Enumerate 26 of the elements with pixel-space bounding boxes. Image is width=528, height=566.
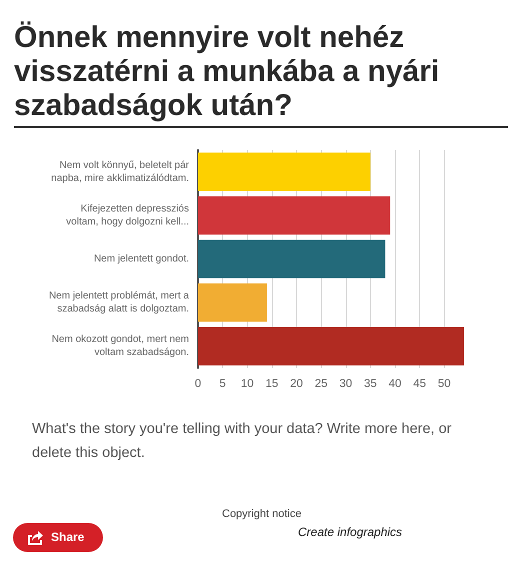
share-button[interactable]: Share bbox=[13, 523, 103, 552]
y-tick-label: Nem volt könnyű, beletelt pár napba, mire akklimatizálódtam. bbox=[51, 160, 190, 184]
y-tick-label: Nem okozott gondot, mert nem voltam szabadságon. bbox=[52, 334, 189, 358]
x-tick-label: 35 bbox=[364, 378, 377, 390]
x-tick-label: 25 bbox=[314, 378, 328, 390]
bar bbox=[198, 196, 390, 235]
x-tick-label: 0 bbox=[194, 378, 202, 390]
text: What's the story you're telling with your data? Write more here, or delete this object. bbox=[32, 420, 453, 463]
bar bbox=[198, 327, 464, 366]
x-tick-label: 20 bbox=[290, 378, 303, 390]
x-tick-label: 50 bbox=[438, 378, 451, 390]
x-tick-label: 5 bbox=[219, 378, 226, 390]
y-tick-label: Kifejezetten depressziós voltam, hogy dolgozni kell... bbox=[66, 203, 189, 228]
y-tick-label: Nem jelentett gondot. bbox=[94, 254, 189, 264]
text: Copyright notice bbox=[222, 508, 302, 520]
y-tick-label: Nem jelentett problémát, mert a szabadság alatt is dolgoztam. bbox=[48, 290, 190, 315]
chart-title: Önnek mennyire volt nehéz visszatérni a munkába a nyári szabadságok után? bbox=[14, 21, 440, 123]
x-tick-label: 30 bbox=[339, 378, 352, 390]
text: Create infographics bbox=[298, 525, 402, 539]
x-tick-label: 10 bbox=[240, 378, 254, 390]
bar bbox=[198, 283, 267, 322]
bar bbox=[198, 240, 386, 278]
x-tick-label: 45 bbox=[413, 378, 426, 390]
x-tick-label: 15 bbox=[265, 378, 278, 390]
bar bbox=[198, 152, 370, 191]
x-tick-label: 40 bbox=[388, 378, 402, 390]
